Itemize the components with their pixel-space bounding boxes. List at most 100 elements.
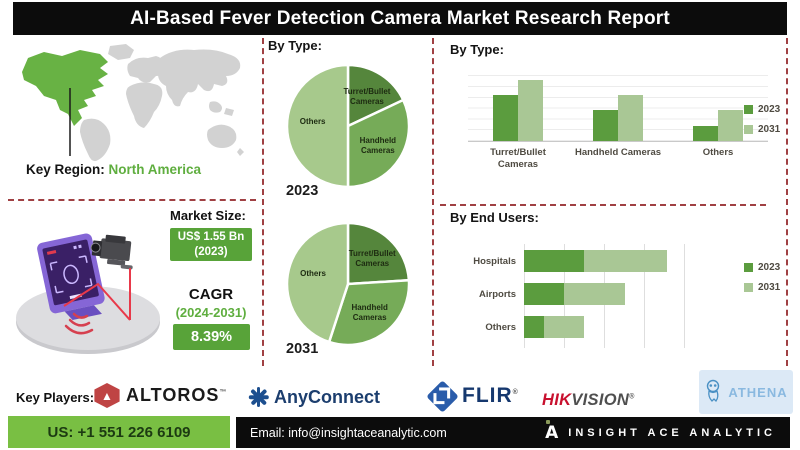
bar-chart-by-type: Turret/Bullet Cameras Handheld Cameras Oth…: [468, 66, 768, 171]
legend-label: 2031: [758, 124, 781, 135]
bar-segment-2031: [544, 316, 584, 338]
legend-swatch: [744, 105, 753, 114]
key-players-label: Key Players:: [16, 390, 95, 405]
end-users-category-label: Hospitals: [473, 255, 516, 267]
athena-owl-icon: [707, 379, 720, 402]
market-size-label: Market Size:: [170, 208, 246, 223]
bar-group: [593, 95, 643, 141]
bar-category-label: Others: [702, 147, 734, 158]
pie-slice: [346, 63, 405, 128]
athena-wordmark: ATHENA: [728, 384, 788, 400]
bar-2023: [693, 126, 718, 141]
bar-category-label: Handheld Cameras: [574, 147, 662, 158]
end-users-row: Hospitals: [440, 250, 750, 272]
end-users-row: Others: [440, 316, 750, 338]
bar-2023: [593, 110, 618, 141]
key-region-value: North America: [108, 162, 202, 177]
title-bar: AI-Based Fever Detection Camera Market R…: [13, 2, 787, 35]
bar-segment-2031: [564, 283, 625, 305]
altoros-wordmark: ALTOROS™: [126, 385, 228, 405]
legend-label: 2023: [758, 262, 781, 273]
brand-name: INSIGHT ACE ANALYTIC: [568, 426, 776, 439]
key-region: Key Region: North America: [26, 162, 201, 177]
pie-slice: [327, 278, 411, 347]
phone-number: US: +1 551 226 6109: [47, 423, 191, 441]
footer-bar: Email: info@insightaceanalytic.com A INS…: [236, 417, 790, 448]
bar-segment-2023: [524, 283, 564, 305]
pie-chart-2031: Turret/Bullet Cameras Handheld Cameras Oth…: [284, 220, 412, 348]
legend-end-users: 2023 2031: [744, 262, 780, 293]
anyconnect-wordmark: AnyConnect: [274, 386, 381, 407]
pie-year-label-2023: 2023: [286, 183, 319, 199]
divider-horizontal-right: [440, 204, 766, 206]
pie-slice: [285, 221, 350, 344]
legend-item: 2031: [744, 282, 780, 293]
map-landmass: [80, 44, 244, 162]
brand-block: A INSIGHT ACE ANALYTIC: [545, 419, 776, 443]
bar-chart-plot: [468, 66, 768, 142]
cagr-value-box: 8.39%: [173, 324, 250, 350]
bar-segment-2023: [524, 250, 584, 272]
section-title-end-users: By End Users:: [450, 210, 539, 225]
pie-slice: [346, 221, 411, 286]
bar-chart-category-labels: Turret/Bullet Cameras Handheld Cameras Oth…: [468, 147, 768, 171]
bar-chart-end-users: Hospitals Airports Others: [440, 244, 750, 349]
logo-athena: ATHENA: [699, 370, 793, 414]
end-users-category-label: Others: [485, 321, 516, 333]
logo-anyconnect: AnyConnect: [247, 386, 380, 408]
camera-illustration: [16, 233, 160, 354]
pie-slice: [346, 98, 411, 189]
bar-2031: [518, 80, 543, 141]
logo-altoros: ▲ ALTOROS™: [93, 383, 227, 408]
section-title-by-type-pies: By Type:: [268, 38, 322, 53]
cagr-value: 8.39%: [190, 329, 233, 345]
tablet-device: [37, 233, 105, 321]
flir-diamond-icon: [426, 379, 459, 413]
logo-hikvision: HIKVISION®: [542, 391, 635, 410]
phone-banner: US: +1 551 226 6109: [8, 416, 230, 448]
legend-label: 2023: [758, 104, 781, 115]
bar-segment-2031: [584, 250, 667, 272]
bar-2031: [718, 110, 743, 141]
pie-chart-2023: Turret/Bullet Cameras Handheld Cameras Oth…: [284, 62, 412, 190]
bar-2031: [618, 95, 643, 141]
key-region-label: Key Region:: [26, 162, 105, 177]
divider-vertical-right: [786, 38, 788, 366]
legend-item: 2023: [744, 104, 780, 115]
bar-group: [693, 110, 743, 141]
page-title: AI-Based Fever Detection Camera Market R…: [130, 7, 670, 29]
legend-swatch: [744, 263, 753, 272]
bar-group: [493, 80, 543, 141]
world-map: [22, 44, 244, 162]
bar-segment-2023: [524, 316, 544, 338]
divider-vertical-left: [262, 38, 264, 366]
market-size-year: (2023): [194, 245, 228, 258]
end-users-row: Airports: [440, 283, 750, 305]
pie-slice: [285, 63, 350, 189]
insightace-logo-icon: A: [545, 419, 558, 443]
legend-item: 2023: [744, 262, 780, 273]
altoros-hexagon-icon: ▲: [94, 383, 120, 408]
end-users-category-label: Airports: [479, 288, 516, 300]
logo-flir: FLIR®: [426, 379, 519, 413]
legend-item: 2031: [744, 124, 780, 135]
pie-year-label-2031: 2031: [286, 341, 319, 357]
hikvision-wordmark: HIKVISION®: [542, 391, 635, 409]
bar-category-label: Turret/Bullet Cameras: [490, 147, 546, 170]
signal-arcs: [64, 312, 94, 335]
cagr-period: (2024-2031): [175, 305, 247, 320]
section-title-by-type-bars: By Type:: [450, 42, 504, 57]
divider-horizontal-left: [8, 199, 256, 201]
bar-2023: [493, 95, 518, 141]
legend-swatch: [744, 125, 753, 134]
email-address: Email: info@insightaceanalytic.com: [250, 425, 447, 440]
cagr-label: CAGR: [188, 286, 234, 303]
pointer-line-red: [63, 282, 131, 321]
cctv-camera: [90, 234, 133, 270]
market-size-value-box: US$ 1.55 Bn (2023): [170, 228, 252, 261]
flir-wordmark: FLIR®: [462, 384, 519, 407]
anyconnect-asterisk-icon: [247, 386, 269, 408]
legend-swatch: [744, 283, 753, 292]
divider-vertical-middle: [432, 38, 434, 366]
